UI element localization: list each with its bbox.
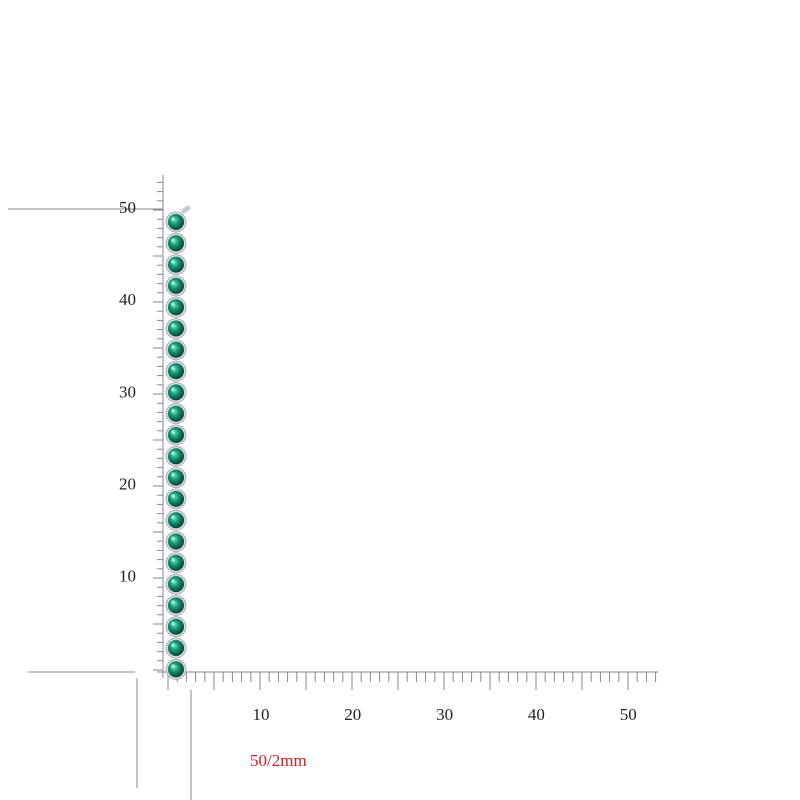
gem <box>168 640 184 656</box>
gem <box>168 427 184 443</box>
gem <box>168 277 184 294</box>
gem-highlight <box>171 387 175 392</box>
gem-highlight <box>171 472 175 477</box>
gem-highlight <box>171 451 175 456</box>
gem-highlight <box>171 515 175 520</box>
gem-highlight <box>171 557 175 562</box>
y-label: 20 <box>119 475 136 494</box>
gem-highlight <box>171 536 175 541</box>
gem <box>168 618 184 635</box>
gem-highlight <box>171 302 175 307</box>
gem-highlight <box>171 600 175 605</box>
y-label: 40 <box>119 290 136 309</box>
gem <box>168 512 184 529</box>
gem <box>168 384 184 401</box>
caption: 50/2mm <box>250 751 307 770</box>
bracelet <box>165 205 191 680</box>
y-label: 50 <box>119 198 136 217</box>
x-label: 30 <box>436 705 453 724</box>
x-label: 10 <box>253 705 270 724</box>
gem-highlight <box>171 217 175 221</box>
gem <box>168 405 184 422</box>
gem-highlight <box>171 344 175 349</box>
gem-highlight <box>171 259 175 264</box>
gem <box>168 320 184 337</box>
gem-highlight <box>171 280 175 285</box>
gem-highlight <box>171 493 175 498</box>
gem <box>168 363 184 380</box>
gem <box>168 448 184 465</box>
gem-highlight <box>171 430 175 434</box>
gem <box>168 341 184 358</box>
gem <box>168 576 184 593</box>
ruler <box>8 175 658 800</box>
gem-highlight <box>171 621 175 626</box>
gem <box>168 469 184 486</box>
gem-highlight <box>171 366 175 371</box>
gem <box>168 597 184 614</box>
gem <box>168 661 184 678</box>
gem <box>168 214 184 230</box>
gem-highlight <box>171 579 175 584</box>
gem-highlight <box>171 323 175 328</box>
gem <box>168 554 184 571</box>
x-label: 50 <box>620 705 637 724</box>
y-label: 30 <box>119 382 136 401</box>
gem <box>168 235 184 252</box>
gem <box>168 299 184 316</box>
gem-highlight <box>171 238 175 243</box>
x-label: 20 <box>344 705 361 724</box>
gem-highlight <box>171 408 175 413</box>
gem-highlight <box>171 643 175 647</box>
clasp <box>180 205 191 214</box>
gem <box>168 533 184 550</box>
gem <box>168 490 184 507</box>
gem <box>168 256 184 273</box>
y-label: 10 <box>119 567 136 586</box>
gem-highlight <box>171 664 175 669</box>
x-label: 40 <box>528 705 545 724</box>
